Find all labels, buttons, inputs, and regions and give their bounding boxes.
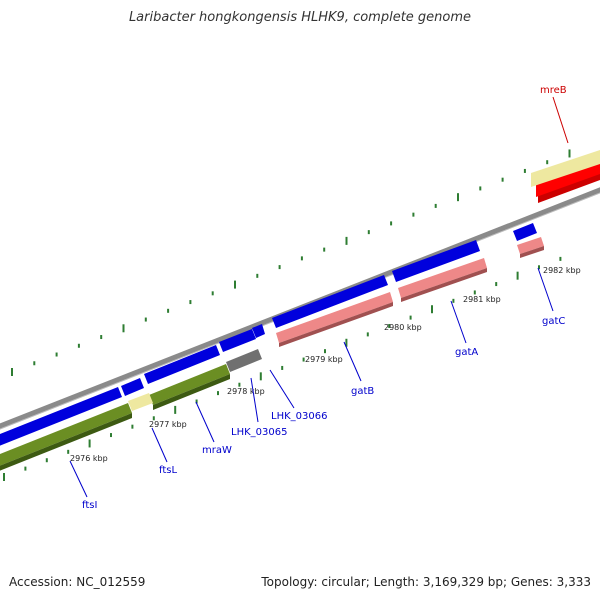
label-leader-line xyxy=(343,341,362,382)
label-leader-line xyxy=(450,300,467,344)
green-feature-band xyxy=(0,364,230,471)
label-leader-line xyxy=(151,427,168,463)
gene-label-gatc[interactable]: gatC xyxy=(542,316,565,327)
label-leader-line xyxy=(537,267,554,312)
gene-label-lhk_03065[interactable]: LHK_03065 xyxy=(231,427,287,438)
ruler-label: 2978 kbp xyxy=(227,387,265,396)
gray-feature xyxy=(226,349,262,372)
ruler-label: 2976 kbp xyxy=(70,454,108,463)
label-leader-line xyxy=(552,96,569,144)
gene-labels[interactable]: ftsI ftsL mraW LHK_03065 LHK_03066 gatB gatA ga… xyxy=(69,85,569,511)
ruler-label: 2979 kbp xyxy=(305,355,343,364)
ruler-label: 2977 kbp xyxy=(149,420,187,429)
gene-label-gata[interactable]: gatA xyxy=(455,347,478,358)
gene-label-mreb[interactable]: mreB xyxy=(540,85,567,96)
page-title: Laribacter hongkongensis HLHK9, complete… xyxy=(128,10,472,25)
label-leader-line xyxy=(250,377,259,423)
gene-label-ftsl[interactable]: ftsL xyxy=(159,465,177,476)
outer-tick-guide xyxy=(11,149,571,376)
gene-label-lhk_03066[interactable]: LHK_03066 xyxy=(271,411,327,422)
mreB-yellow-feature xyxy=(531,150,600,187)
ruler-labels: 2976 kbp 2977 kbp 2978 kbp 2979 kbp 2980 kbp… xyxy=(70,266,581,463)
label-leader-line xyxy=(195,401,215,443)
mreB-feature[interactable] xyxy=(536,162,600,203)
blue-gene-arrows[interactable] xyxy=(0,223,537,448)
gene-label-mraw[interactable]: mraW xyxy=(202,445,232,456)
yellow-small-feature xyxy=(128,393,153,411)
inner-tick-guide xyxy=(3,256,562,481)
gene-label-ftsi[interactable]: ftsI xyxy=(82,500,97,511)
ruler-label: 2982 kbp xyxy=(543,266,581,275)
genome-summary-text: Topology: circular; Length: 3,169,329 bp… xyxy=(261,575,591,589)
pink-features[interactable] xyxy=(276,237,544,347)
label-leader-line xyxy=(269,369,295,409)
label-leader-line xyxy=(69,460,88,498)
ruler-label: 2980 kbp xyxy=(384,323,422,332)
ruler-label: 2981 kbp xyxy=(463,295,501,304)
accession-text: Accession: NC_012559 xyxy=(9,575,146,589)
gene-label-gatb[interactable]: gatB xyxy=(351,386,374,397)
